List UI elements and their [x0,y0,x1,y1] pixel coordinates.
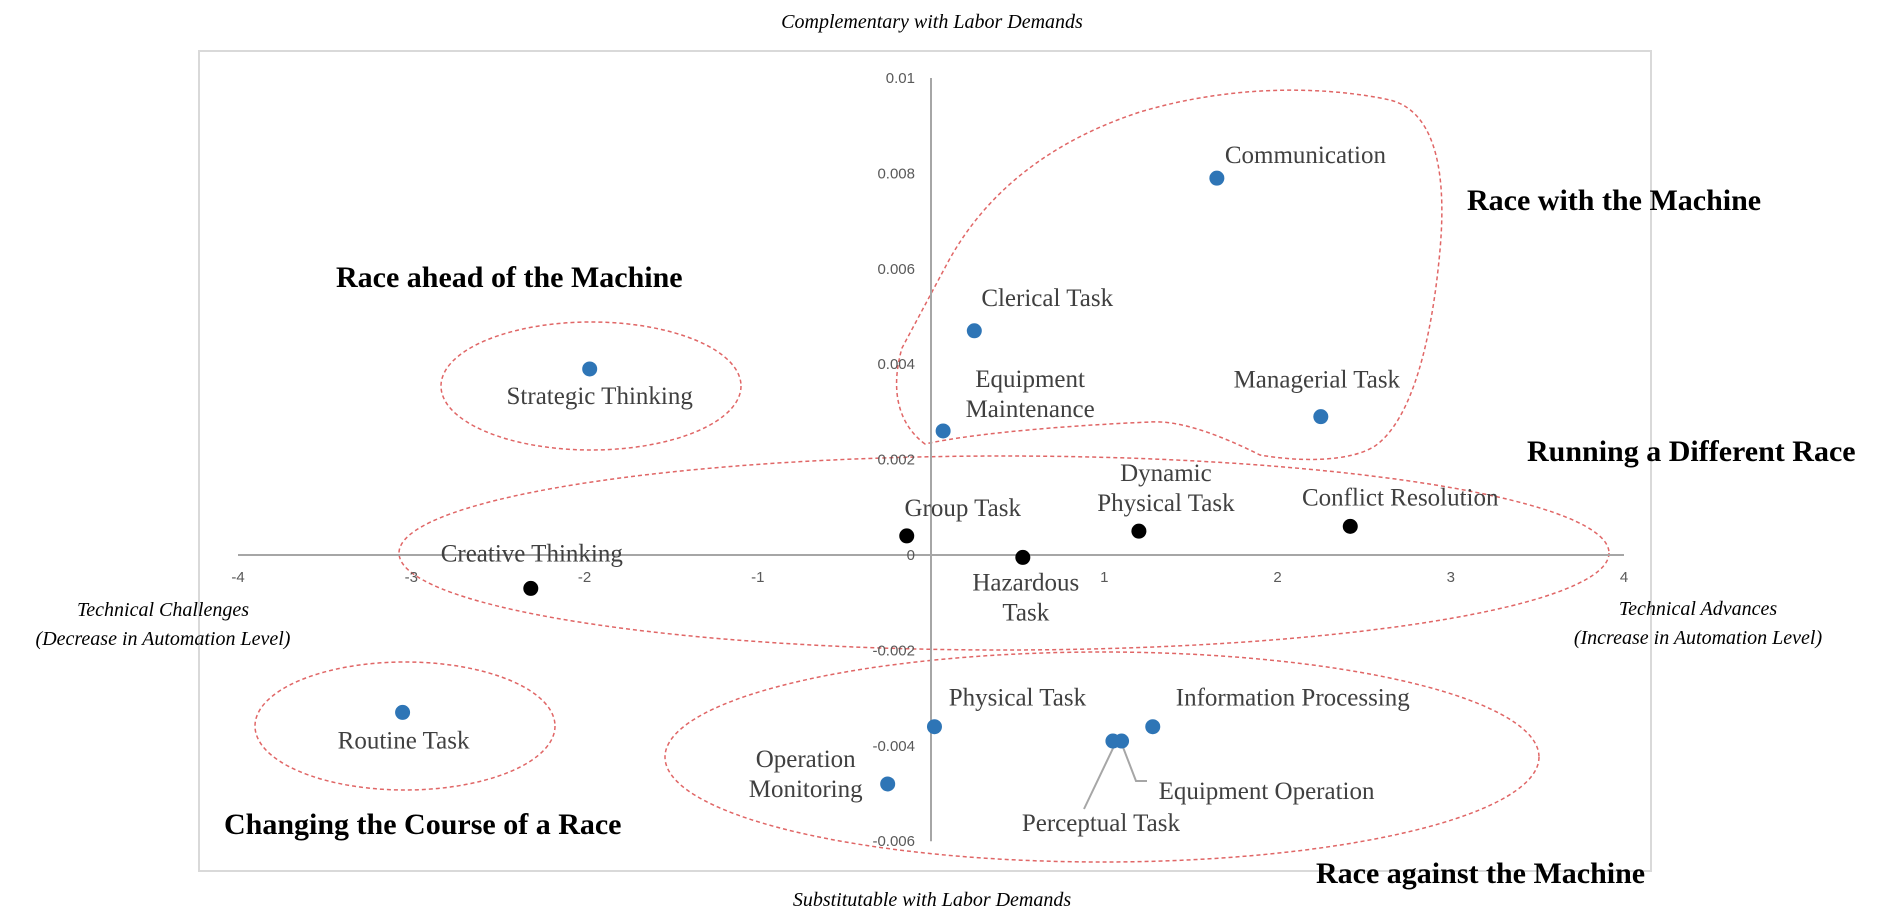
point-operation-monitoring [880,776,896,792]
point-label-line: Group Task [904,495,1021,522]
point-communication [1209,170,1225,186]
left-axis-title-line-2: (Decrease in Automation Level) [36,628,291,650]
point-creative-thinking [523,580,539,596]
y-tick-label: 0.004 [877,356,915,373]
x-tick-label: 1 [1100,569,1108,586]
leader-lines [1083,741,1147,810]
point-physical-task [926,719,942,735]
point-information-processing [1145,719,1161,735]
point-label-line: Strategic Thinking [507,383,694,410]
y-tick-label: -0.006 [872,833,915,850]
top-axis-title: Complementary with Labor Demands [781,11,1083,33]
point-clerical-task [966,323,982,339]
point-labels: Communication Clerical Task Equipment Maint… [338,142,1499,837]
point-label-line: Creative Thinking [441,540,624,567]
region-outline-race-ahead [440,321,742,451]
point-label-hazardous-task: Hazardous Task [972,569,1079,626]
point-label-line: Information Processing [1176,685,1410,712]
x-tick-label: 3 [1447,569,1455,586]
region-outline-race-with-machine [895,89,1443,461]
point-label-line: Perceptual Task [1022,810,1181,837]
point-conflict-resolution [1342,518,1358,534]
point-label-line: Equipment [975,366,1085,393]
y-tick-label: 0.002 [877,452,915,469]
point-label-operation-monitoring: Operation Monitoring [749,746,863,803]
plot-frame [198,50,1652,872]
point-label-line: Task [1002,599,1049,626]
point-label-line: Maintenance [966,396,1095,423]
point-group-task [899,528,915,544]
y-tick-label: 0.01 [886,70,915,87]
point-label-clerical-task: Clerical Task [981,285,1113,312]
bottom-axis-title: Substitutable with Labor Demands [793,889,1072,911]
left-axis-title-line-1: Technical Challenges [77,599,249,621]
point-label-perceptual-task: Perceptual Task [1022,810,1181,837]
point-perceptual-task [1105,733,1121,749]
region-outlines [254,89,1610,863]
point-hazardous-task [1015,549,1031,565]
point-label-strategic-thinking: Strategic Thinking [507,383,694,410]
y-tick-label: -0.004 [872,738,915,755]
x-tick-label: -1 [751,569,764,586]
point-label-managerial-task: Managerial Task [1234,367,1401,394]
x-tick-label: -2 [578,569,591,586]
region-outline-different-race [398,455,1610,651]
point-label-line: Dynamic [1120,460,1212,487]
point-dynamic-physical-task [1131,523,1147,539]
region-label-changing-course: Changing the Course of a Race [224,808,622,841]
x-tick-label: 2 [1273,569,1281,586]
point-label-information-processing: Information Processing [1176,685,1410,712]
point-label-line: Physical Task [949,685,1087,712]
axes: -4 -3 -2 -1 1 2 3 4 0.01 0.008 0.006 0.004 0.002 0 -0.… [231,70,1628,850]
region-label-race-against: Race against the Machine [1316,857,1645,890]
point-label-physical-task: Physical Task [949,685,1087,712]
point-label-line: Communication [1225,142,1387,169]
point-label-creative-thinking: Creative Thinking [441,540,624,567]
point-label-dynamic-physical-task: Dynamic Physical Task [1097,460,1235,517]
point-label-line: Clerical Task [981,285,1113,312]
leader-line-equipment-operation [1120,741,1147,782]
point-label-conflict-resolution: Conflict Resolution [1302,484,1499,511]
point-label-line: Hazardous [972,569,1079,596]
x-tick-label: -3 [405,569,418,586]
data-points [395,170,1358,792]
point-strategic-thinking [582,361,598,377]
point-label-line: Monitoring [749,776,863,803]
y-tick-label: 0.006 [877,261,915,278]
y-tick-label: 0.008 [877,165,915,182]
point-label-line: Equipment Operation [1159,778,1375,805]
point-label-group-task: Group Task [904,495,1021,522]
y-tick-label: -0.002 [872,642,915,659]
point-label-line: Conflict Resolution [1302,484,1499,511]
leader-line-perceptual-task [1083,741,1117,810]
point-label-line: Managerial Task [1234,367,1401,394]
point-label-routine-task: Routine Task [338,727,470,754]
x-tick-label: -4 [231,569,244,586]
region-outline-race-against [664,651,1540,863]
region-label-race-ahead: Race ahead of the Machine [336,261,683,294]
region-label-race-with-machine: Race with the Machine [1467,184,1761,217]
point-label-communication: Communication [1225,142,1387,169]
point-label-line: Routine Task [338,727,470,754]
right-axis-title-line-2: (Increase in Automation Level) [1574,627,1823,649]
point-label-line: Operation [756,746,856,773]
y-tick-label: 0 [907,547,915,564]
region-label-different-race: Running a Different Race [1527,435,1856,468]
point-routine-task [395,704,411,720]
point-label-line: Physical Task [1097,490,1235,517]
region-outline-changing-course [254,661,556,791]
point-managerial-task [1313,409,1329,425]
point-label-equipment-operation: Equipment Operation [1159,778,1375,805]
right-axis-title-line-1: Technical Advances [1619,598,1778,620]
point-equipment-maintenance [935,423,951,439]
point-label-equipment-maintenance: Equipment Maintenance [966,366,1095,423]
x-tick-label: 4 [1620,569,1628,586]
